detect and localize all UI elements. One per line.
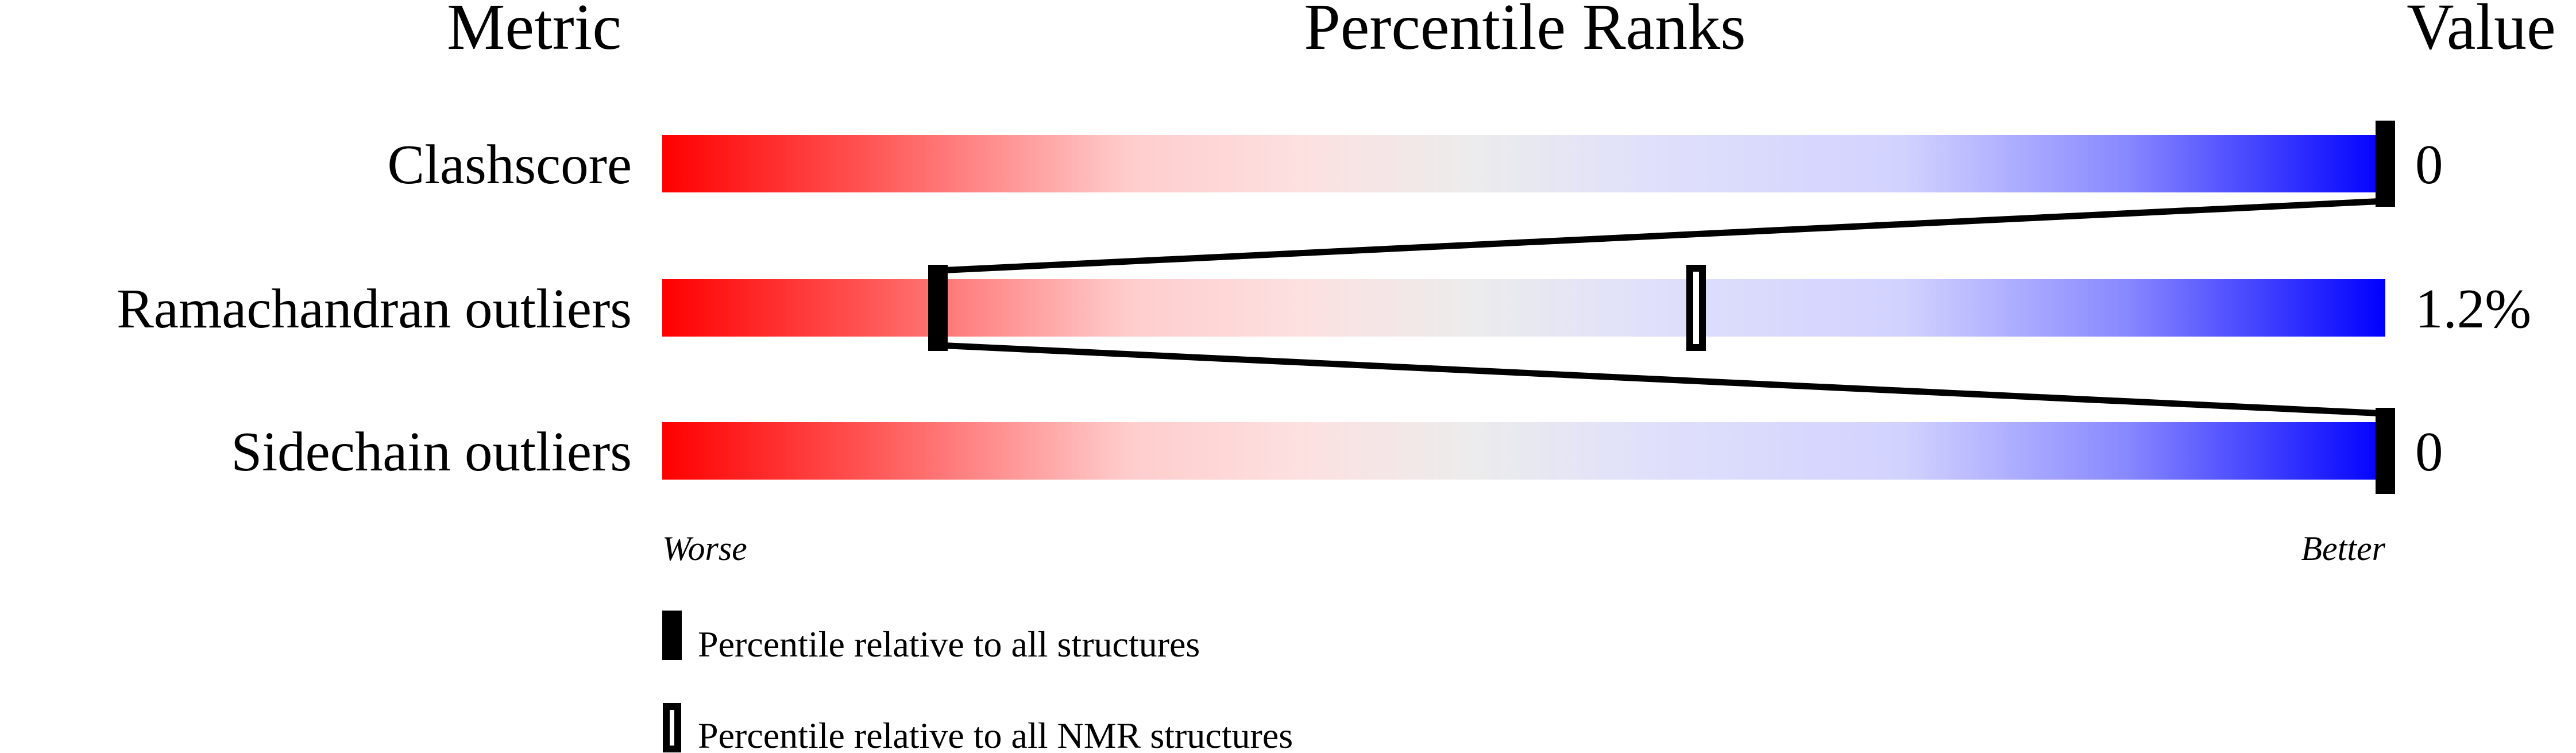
better-label: Better: [2301, 530, 2385, 567]
percentile-bar: [662, 279, 2385, 337]
legend-label-nmr: Percentile relative to all NMR structure…: [698, 715, 1293, 753]
connector-line: [937, 198, 2386, 274]
metric-value: 1.2%: [2415, 278, 2531, 339]
legend-label-all: Percentile relative to all structures: [698, 624, 1200, 665]
metric-label: Sidechain outliers: [231, 421, 632, 482]
metric-label: Ramachandran outliers: [117, 278, 632, 339]
metric-value: 0: [2415, 134, 2443, 195]
all-percentile-marker: [2376, 121, 2395, 207]
metric-value: 0: [2415, 421, 2443, 482]
header-metric: Metric: [447, 0, 621, 63]
header-percentile-ranks: Percentile Ranks: [1304, 0, 1745, 63]
all-percentile-marker: [928, 265, 948, 351]
header-value: Value: [2407, 0, 2556, 63]
metric-label: Clashscore: [387, 134, 632, 195]
percentile-bar: [662, 135, 2385, 192]
legend-filled-marker-icon: [662, 611, 682, 660]
all-percentile-marker: [2376, 408, 2395, 494]
percentile-bar: [662, 422, 2385, 480]
nmr-percentile-marker: [1686, 265, 1706, 351]
legend-hollow-marker-icon: [663, 703, 681, 752]
worse-label: Worse: [662, 530, 747, 567]
connector-line: [937, 342, 2386, 417]
